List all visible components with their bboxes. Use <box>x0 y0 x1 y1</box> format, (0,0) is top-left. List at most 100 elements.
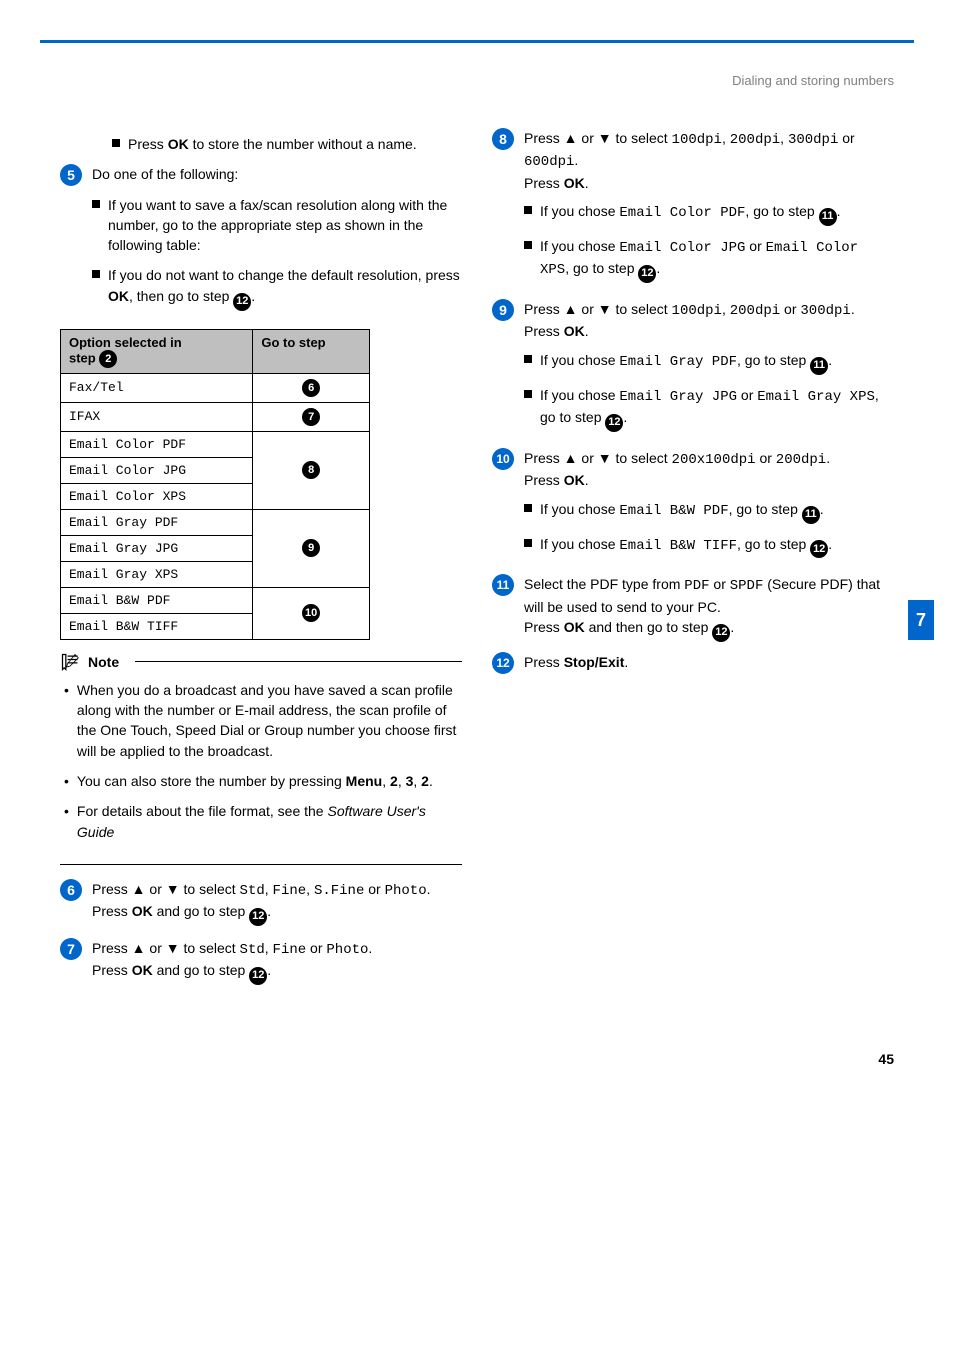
ref-badge: 11 <box>802 506 820 524</box>
table-row: IFAX 7 <box>61 402 370 431</box>
table-row: Email Color PDF8 <box>61 431 370 457</box>
ref-badge: 9 <box>302 539 320 557</box>
bullet-text: If you want to save a fax/scan resolutio… <box>108 195 462 256</box>
step-badge: 5 <box>60 164 82 186</box>
dot-bullet-icon: • <box>64 771 69 791</box>
ref-badge: 12 <box>638 265 656 283</box>
page-number: 45 <box>0 991 954 1107</box>
bullet-text: If you do not want to change the default… <box>108 265 462 310</box>
square-bullet-icon <box>524 504 532 512</box>
right-column: 8 Press ▲ or ▼ to select 100dpi, 200dpi,… <box>492 128 894 991</box>
step-6: 6 Press ▲ or ▼ to select Std, Fine, S.Fi… <box>60 879 462 926</box>
square-bullet-icon <box>92 200 100 208</box>
step-body: Select the PDF type from PDF or SPDF (Se… <box>524 574 894 642</box>
step-body: Press Stop/Exit. <box>524 652 894 672</box>
step-body: Press ▲ or ▼ to select 100dpi, 200dpi or… <box>524 299 894 442</box>
step-badge: 12 <box>492 652 514 674</box>
square-bullet-icon <box>524 355 532 363</box>
table-cell: 9 <box>253 509 370 587</box>
step-body: Press ▲ or ▼ to select 100dpi, 200dpi, 3… <box>524 128 894 293</box>
options-table: Option selected in step 2 Go to step Fax… <box>60 329 370 640</box>
content-area: Press OK to store the number without a n… <box>0 128 954 991</box>
table-row: Fax/Tel 6 <box>61 373 370 402</box>
square-bullet-icon <box>112 139 120 147</box>
step-badge: 9 <box>492 299 514 321</box>
square-bullet-icon <box>524 390 532 398</box>
step-badge: 11 <box>492 574 514 596</box>
ref-badge: 11 <box>810 357 828 375</box>
ref-badge: 10 <box>302 604 320 622</box>
bullet-text: Press OK to store the number without a n… <box>128 134 462 154</box>
table-cell: Email B&W PDF <box>61 587 253 613</box>
table-cell: Email Color XPS <box>61 483 253 509</box>
table-cell: 6 <box>253 373 370 402</box>
table-header: Go to step <box>253 329 370 373</box>
left-column: Press OK to store the number without a n… <box>60 128 462 991</box>
note-title: Note <box>88 654 119 670</box>
table-cell: 8 <box>253 431 370 509</box>
step-11: 11 Select the PDF type from PDF or SPDF … <box>492 574 894 642</box>
table-cell: Email Gray JPG <box>61 535 253 561</box>
note-icon <box>60 652 80 672</box>
note-text: You can also store the number by pressin… <box>77 771 433 791</box>
table-header: Option selected in step 2 <box>61 329 253 373</box>
top-bullet: Press OK to store the number without a n… <box>60 134 462 154</box>
ref-badge: 12 <box>810 540 828 558</box>
bullet-text: If you chose Email Gray PDF, go to step … <box>540 350 894 375</box>
step-body: Press ▲ or ▼ to select Std, Fine, S.Fine… <box>92 879 462 926</box>
table-cell: Email Gray PDF <box>61 509 253 535</box>
ref-badge: 12 <box>605 414 623 432</box>
table-cell: IFAX <box>61 402 253 431</box>
bullet-text: If you chose Email B&W TIFF, go to step … <box>540 534 894 559</box>
ref-badge: 6 <box>302 379 320 397</box>
square-bullet-icon <box>524 206 532 214</box>
step-8: 8 Press ▲ or ▼ to select 100dpi, 200dpi,… <box>492 128 894 293</box>
table-cell: 7 <box>253 402 370 431</box>
ref-badge: 12 <box>249 908 267 926</box>
table-cell: Email Color JPG <box>61 457 253 483</box>
step-5: 5 Do one of the following: If you want t… <box>60 164 462 320</box>
step-7: 7 Press ▲ or ▼ to select Std, Fine or Ph… <box>60 938 462 985</box>
bullet-text: If you chose Email Color PDF, go to step… <box>540 201 894 226</box>
table-cell: Email B&W TIFF <box>61 613 253 639</box>
step-12: 12 Press Stop/Exit. <box>492 652 894 674</box>
bullet-text: If you chose Email Gray JPG or Email Gra… <box>540 385 894 432</box>
table-cell: 10 <box>253 587 370 639</box>
square-bullet-icon <box>92 270 100 278</box>
dot-bullet-icon: • <box>64 801 69 842</box>
table-row: Email Gray PDF9 <box>61 509 370 535</box>
table-cell: Email Gray XPS <box>61 561 253 587</box>
square-bullet-icon <box>524 241 532 249</box>
note-list: •When you do a broadcast and you have sa… <box>60 676 462 858</box>
step-10: 10 Press ▲ or ▼ to select 200x100dpi or … <box>492 448 894 569</box>
bullet-text: If you chose Email Color JPG or Email Co… <box>540 236 894 283</box>
step-badge: 8 <box>492 128 514 150</box>
chapter-tab: 7 <box>908 600 934 640</box>
step-body: Press ▲ or ▼ to select Std, Fine or Phot… <box>92 938 462 985</box>
table-row: Email B&W PDF10 <box>61 587 370 613</box>
table-cell: Email Color PDF <box>61 431 253 457</box>
section-header: Dialing and storing numbers <box>0 43 954 128</box>
step-body: Press ▲ or ▼ to select 200x100dpi or 200… <box>524 448 894 569</box>
step-badge: 10 <box>492 448 514 470</box>
step-9: 9 Press ▲ or ▼ to select 100dpi, 200dpi … <box>492 299 894 442</box>
ref-badge: 8 <box>302 461 320 479</box>
step-body: Do one of the following: If you want to … <box>92 164 462 320</box>
ref-badge: 11 <box>819 208 837 226</box>
note-text: For details about the file format, see t… <box>77 801 462 842</box>
divider <box>135 661 462 662</box>
step-badge: 7 <box>60 938 82 960</box>
ref-badge: 12 <box>712 624 730 642</box>
bullet-text: If you chose Email B&W PDF, go to step 1… <box>540 499 894 524</box>
square-bullet-icon <box>524 539 532 547</box>
table-cell: Fax/Tel <box>61 373 253 402</box>
note-text: When you do a broadcast and you have sav… <box>77 680 462 761</box>
ref-badge: 7 <box>302 408 320 426</box>
dot-bullet-icon: • <box>64 680 69 761</box>
note-header: Note <box>60 652 462 672</box>
divider <box>60 864 462 865</box>
ref-badge: 12 <box>249 967 267 985</box>
step-badge: 6 <box>60 879 82 901</box>
ref-badge: 2 <box>99 350 117 368</box>
ref-badge: 12 <box>233 293 251 311</box>
